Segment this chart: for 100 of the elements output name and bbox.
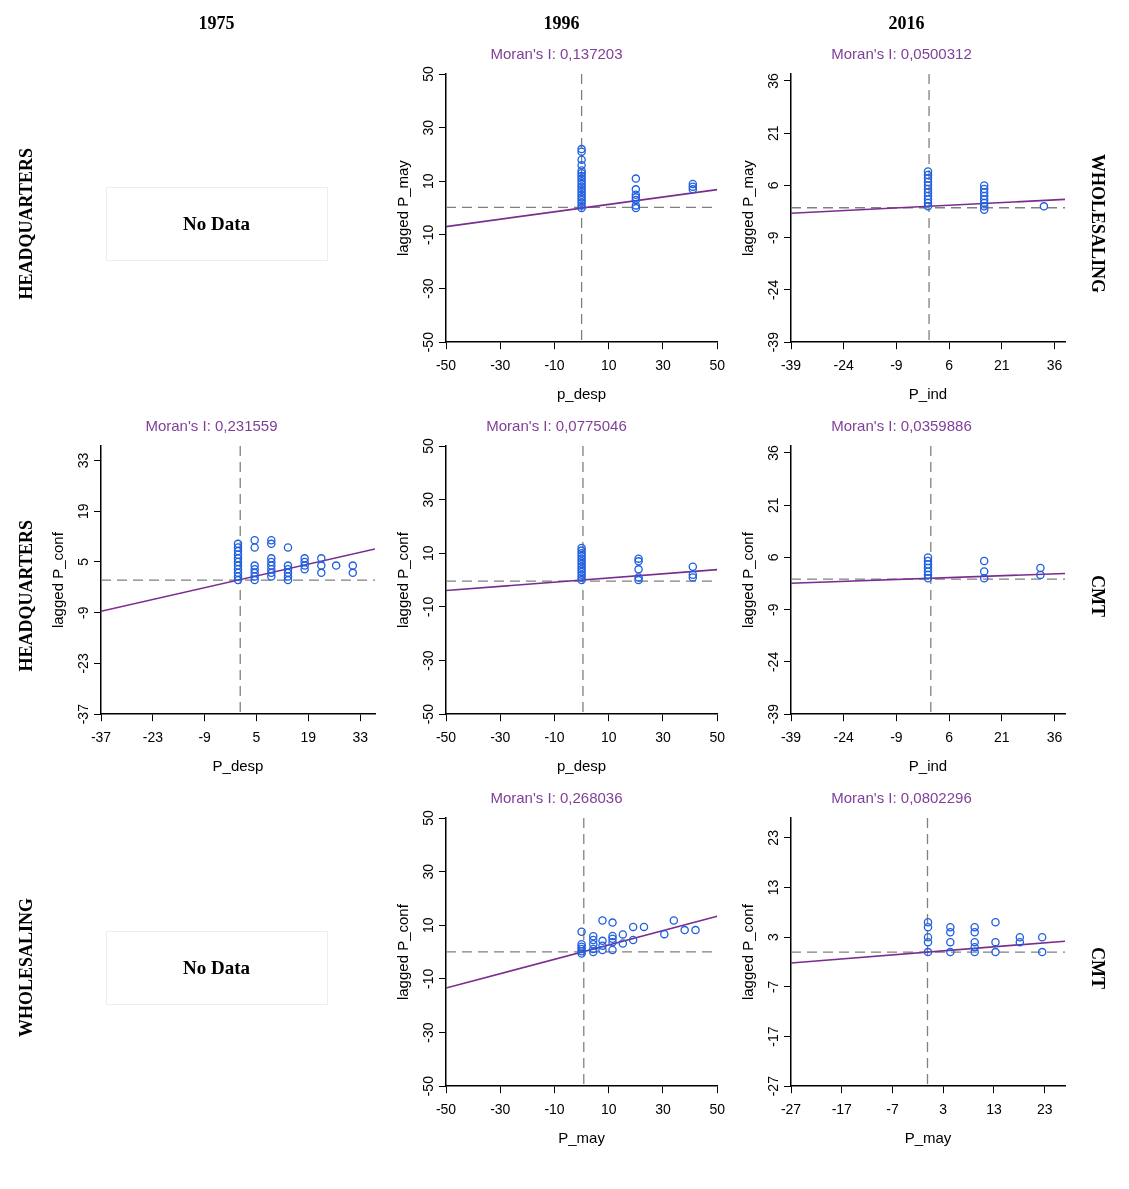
point — [283, 575, 293, 585]
point — [577, 168, 586, 178]
chart-title: Moran's I: 0,0359886 — [831, 417, 972, 435]
point — [267, 557, 276, 567]
point — [634, 565, 643, 574]
x-tick-label: 21 — [993, 729, 1010, 746]
y-tick-label: 50 — [419, 66, 436, 82]
x-tick-label: -9 — [890, 729, 903, 746]
point — [979, 574, 989, 583]
x-tick-label: 6 — [945, 357, 954, 374]
point — [317, 568, 326, 578]
point — [631, 185, 641, 194]
x-tick-label: 3 — [939, 1101, 948, 1118]
x-tick-label: -9 — [890, 357, 903, 374]
y-tick-label: 6 — [764, 553, 781, 562]
y-tick-label: 36 — [764, 444, 781, 461]
point — [970, 947, 979, 957]
x-tick-label: -50 — [435, 729, 457, 746]
point — [923, 202, 933, 211]
point — [634, 573, 643, 582]
x-tick-label: 21 — [993, 357, 1010, 374]
point — [991, 947, 1000, 957]
point — [979, 205, 989, 215]
point — [577, 570, 586, 579]
point — [577, 557, 586, 566]
point — [923, 570, 933, 580]
y-tick-label: -27 — [764, 1075, 781, 1097]
point — [267, 554, 276, 563]
point — [618, 939, 628, 948]
x-tick-label: -37 — [90, 729, 112, 746]
y-tick-label: -30 — [419, 650, 436, 671]
point — [688, 573, 698, 582]
point — [577, 193, 586, 202]
point — [991, 918, 1000, 927]
y-tick-label: -10 — [419, 596, 436, 618]
x-tick-label: -50 — [435, 357, 457, 374]
point — [577, 174, 586, 183]
point — [250, 561, 259, 570]
y-tick-label: 10 — [419, 173, 436, 190]
point — [577, 166, 586, 175]
point — [331, 561, 341, 570]
point — [250, 568, 259, 578]
point — [970, 937, 979, 947]
text: 2016 — [887, 12, 926, 34]
point — [970, 927, 979, 937]
x-tick-label: 10 — [600, 729, 617, 746]
point — [577, 551, 586, 561]
point — [946, 937, 955, 947]
point — [669, 916, 679, 925]
x-tick-label: 30 — [655, 1101, 671, 1118]
point — [267, 564, 276, 574]
point — [923, 918, 933, 927]
point — [283, 561, 293, 570]
point — [577, 559, 586, 569]
x-tick-label: 10 — [600, 357, 617, 374]
point — [979, 567, 989, 576]
point — [923, 188, 933, 197]
chart-title: Moran's I: 0,0775046 — [486, 417, 627, 435]
y-axis-title: lagged P_conf — [49, 531, 67, 629]
point — [577, 185, 586, 194]
point — [1036, 563, 1045, 573]
point — [577, 567, 586, 577]
point — [923, 167, 933, 176]
x-axis-title: P_may — [904, 1129, 952, 1147]
point — [598, 941, 607, 950]
point — [250, 535, 259, 545]
point — [577, 565, 586, 574]
point — [577, 573, 586, 582]
point — [608, 934, 617, 943]
y-tick-label: 36 — [764, 72, 781, 89]
x-tick-label: -30 — [490, 729, 511, 746]
text: No Data — [105, 931, 328, 1005]
x-tick-label: 36 — [1046, 357, 1063, 374]
point — [577, 182, 586, 191]
x-tick-label: 50 — [709, 729, 726, 746]
point — [991, 937, 1000, 947]
y-tick-label: 50 — [419, 810, 436, 826]
point — [598, 936, 607, 946]
point — [680, 925, 689, 935]
point — [688, 185, 698, 194]
y-tick-label: 6 — [764, 181, 781, 190]
point — [283, 568, 293, 578]
point — [577, 201, 586, 210]
x-tick-label: -10 — [544, 357, 565, 374]
point — [300, 554, 309, 563]
x-axis-title: p_desp — [557, 757, 607, 775]
point — [634, 554, 643, 563]
x-tick-label: -7 — [886, 1101, 899, 1118]
point — [970, 923, 979, 932]
point — [923, 567, 933, 576]
point — [577, 179, 586, 189]
text: HEADQUARTERS — [15, 520, 37, 672]
point — [267, 572, 276, 581]
point — [577, 198, 586, 207]
point — [979, 202, 989, 211]
x-tick-label: 30 — [655, 357, 671, 374]
text: CMT — [1086, 575, 1108, 617]
point — [923, 170, 933, 180]
point — [250, 543, 259, 552]
point — [250, 575, 259, 585]
